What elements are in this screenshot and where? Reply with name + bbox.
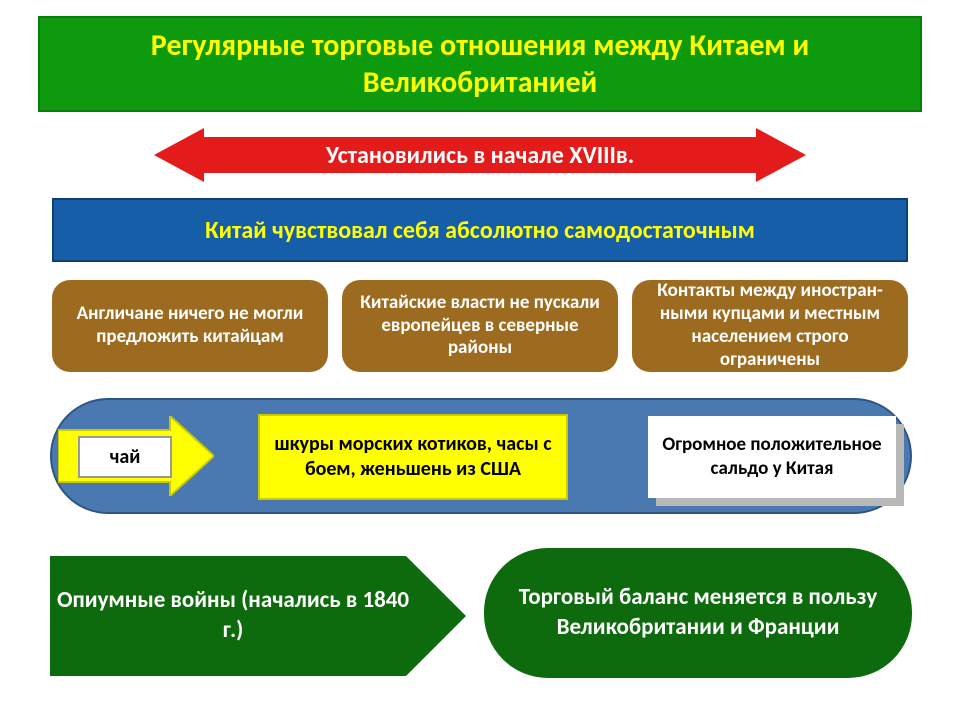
green-arrow: Опиумные войны (начались в 1840 г.): [50, 556, 466, 676]
result-box: Огромное положительное сальдо у Китая: [648, 416, 896, 498]
title-banner: Регулярные торговые отношения между Кита…: [38, 16, 922, 112]
goods-text: шкуры морских котиков, часы с боем, жень…: [270, 432, 556, 482]
brown-pill-1-text: Англичане ничего не могли предложить кит…: [66, 303, 314, 349]
title-text: Регулярные торговые отношения между Кита…: [80, 27, 880, 102]
tea-label: чай: [110, 445, 141, 469]
red-arrow-label: Установились в начале XVIIIв.: [154, 128, 806, 182]
goods-box: шкуры морских котиков, часы с боем, жень…: [258, 414, 568, 500]
result-text: Огромное положительное сальдо у Китая: [660, 433, 884, 481]
green-arrow-label: Опиумные войны (начались в 1840 г.): [50, 556, 416, 676]
blue-bar-text: Китай чувствовал себя абсолютно самодост…: [205, 216, 755, 245]
tea-box: чай: [78, 436, 172, 478]
brown-pill-row: Англичане ничего не могли предложить кит…: [52, 280, 908, 372]
blue-bar: Китай чувствовал себя абсолютно самодост…: [52, 198, 908, 262]
green-result-box: Торговый баланс меняется в пользу Велико…: [484, 548, 912, 678]
brown-pill-2: Китайские власти не пускали европейцев в…: [342, 280, 618, 372]
green-result-text: Торговый баланс меняется в пользу Велико…: [514, 583, 882, 643]
brown-pill-2-text: Китайские власти не пускали европейцев в…: [356, 292, 604, 360]
brown-pill-3: Контакты между иностран-ными купцами и м…: [632, 280, 908, 372]
brown-pill-1: Англичане ничего не могли предложить кит…: [52, 280, 328, 372]
red-double-arrow: Установились в начале XVIIIв.: [154, 128, 806, 182]
brown-pill-3-text: Контакты между иностран-ными купцами и м…: [646, 280, 894, 371]
